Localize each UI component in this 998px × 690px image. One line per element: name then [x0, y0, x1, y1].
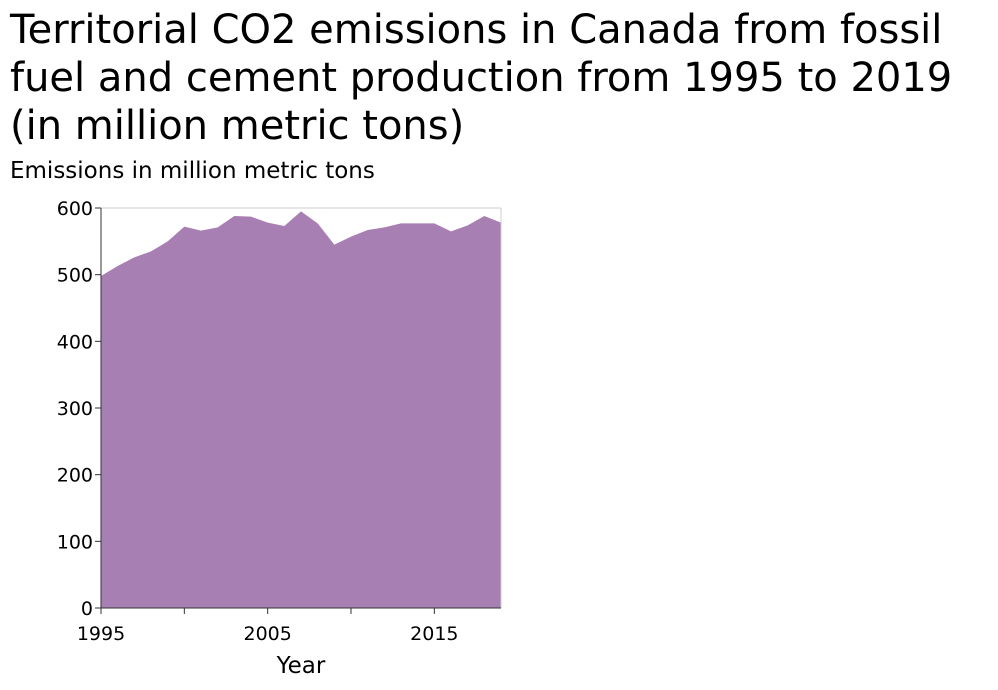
ticks: 0 100 200 300 400 500 600 1995 2005 2015	[57, 198, 459, 645]
y-tick-label-100: 100	[57, 531, 93, 553]
x-tick-label-1995: 1995	[77, 623, 125, 645]
y-tick-label-500: 500	[57, 265, 93, 287]
x-tick-label-2015: 2015	[410, 623, 458, 645]
emissions-area	[101, 211, 501, 608]
x-axis-title: Year	[276, 653, 326, 679]
y-tick-label-300: 300	[57, 398, 93, 420]
y-tick-label-600: 600	[57, 198, 93, 220]
y-tick-label-0: 0	[81, 598, 93, 620]
y-tick-label-200: 200	[57, 465, 93, 487]
y-axis-label: Emissions in million metric tons	[10, 158, 375, 184]
y-tick-label-400: 400	[57, 331, 93, 353]
chart-title: Territorial CO2 emissions in Canada from…	[10, 7, 953, 149]
x-tick-label-2005: 2005	[243, 623, 291, 645]
plot-area	[101, 207, 502, 608]
